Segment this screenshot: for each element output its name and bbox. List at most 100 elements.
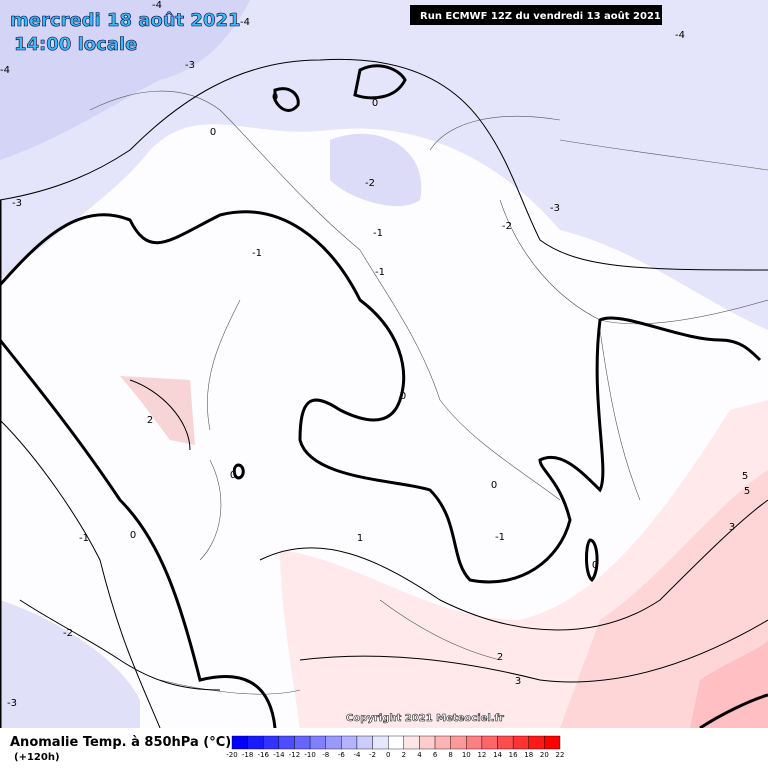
contour-label: -3 [12, 198, 22, 209]
colorbar-tick-label: -14 [273, 751, 285, 759]
contour [0, 58, 768, 271]
colorbar-tick-label: 14 [493, 751, 502, 759]
contour-label: 3 [515, 676, 521, 687]
contour-label: -3 [550, 203, 560, 214]
colorbar-tick-label: -6 [338, 751, 346, 759]
colorbar-box [419, 735, 436, 750]
zero-contour [232, 463, 245, 480]
zero-contour [353, 64, 407, 100]
colorbar-box [263, 735, 280, 750]
contour-label: -1 [79, 533, 89, 544]
run-box [410, 5, 662, 25]
colorbar-tick-label: 10 [462, 751, 471, 759]
contour-label: 0 [372, 98, 378, 109]
colorbar-box [497, 735, 514, 750]
colorbar-box [403, 735, 420, 750]
contour [299, 619, 768, 683]
colorbar-tick-label: 8 [448, 751, 452, 759]
colorbar-box [356, 735, 373, 750]
colorbar-tick-label: 12 [477, 751, 486, 759]
contour-labels: -4 -3 -4 -4 -4 0 0 0 -2 -3 -2 -3 -1 -1 -1 0 2 0 0 -1 0 1 0 -1 -2… [0, 0, 750, 709]
colorbar-box [387, 735, 405, 750]
run-info: Run ECMWF 12Z du vendredi 13 août 2021 [420, 10, 661, 22]
colorbar-box [450, 735, 467, 750]
contour [259, 499, 768, 631]
colorbar-box [512, 735, 529, 750]
contour-label: -1 [252, 248, 262, 259]
colorbar-box [341, 735, 358, 750]
warm-region [690, 640, 768, 728]
forecast-date: mercredi 18 août 2021 [10, 10, 241, 31]
contour-label: -4 [675, 30, 685, 41]
contour [0, 419, 161, 729]
zero-contour [0, 210, 762, 584]
colorbar-box [434, 735, 451, 750]
cool-region [0, 600, 140, 728]
colorbar-tick-label: 16 [509, 751, 518, 759]
colorbar-tick-label: -16 [258, 751, 270, 759]
contour-label: 0 [210, 127, 216, 138]
colorbar-tick-label: -4 [353, 751, 361, 759]
colorbar-tick-label: -18 [242, 751, 253, 759]
cold-region [330, 133, 422, 207]
contour-label: 3 [729, 522, 735, 533]
contour-label: -3 [185, 60, 195, 71]
colorbar-box [247, 735, 264, 750]
forecast-time: 14:00 locale [14, 34, 137, 55]
cool-region [0, 0, 768, 330]
colorbar-tick-label: -8 [322, 751, 329, 759]
contour-label: 0 [592, 560, 598, 571]
colorbar-tick-label: -12 [289, 751, 300, 759]
zero-contour [273, 87, 300, 112]
colorbar-tick-label: 22 [556, 751, 565, 759]
contour-label: 0 [130, 530, 136, 541]
contour-label: -4 [240, 17, 250, 28]
contour-label: 2 [147, 415, 153, 426]
colorbar-box [372, 735, 389, 750]
warm-region [120, 376, 195, 445]
contour-label: -1 [375, 267, 385, 278]
copyright: Copyright 2021 Meteociel.fr [346, 713, 504, 724]
contour-label: 5 [742, 471, 748, 482]
zero-contour [585, 538, 599, 583]
contour [19, 599, 221, 691]
contour-label: -4 [152, 0, 162, 11]
zero-contour [0, 200, 768, 730]
colorbar-box [466, 735, 483, 750]
colorbar-tick-label: 2 [402, 751, 406, 759]
colorbar-box [309, 735, 326, 750]
legend-title: Anomalie Temp. à 850hPa (°C) [10, 735, 231, 750]
contour-label: 0 [230, 470, 236, 481]
contour-label: -2 [63, 628, 73, 639]
colorbar-box [294, 735, 311, 750]
colorbar: -20 -18 -16 -14 -12 -10 -8 -6 -4 -2 0 2 4 6 8 10 12 14 16 1… [226, 735, 565, 759]
contour-label: 0 [272, 92, 278, 103]
colorbar-box [528, 735, 545, 750]
zero-contour [0, 339, 277, 729]
colorbar-box [325, 735, 342, 750]
contour-label: 0 [400, 391, 406, 402]
colorbar-box [231, 735, 248, 750]
contour-label: -4 [0, 65, 10, 76]
contour-label: -1 [373, 228, 383, 239]
colorbar-box [278, 735, 295, 750]
colorbar-tick-label: 6 [433, 751, 438, 759]
colorbar-box [481, 735, 498, 750]
colorbar-tick-label: 18 [524, 751, 533, 759]
colorbar-tick-label: -10 [304, 751, 315, 759]
colorbar-tick-label: 20 [540, 751, 549, 759]
contour [129, 379, 191, 451]
contour-label: -2 [365, 178, 375, 189]
colorbar-tick-label: 4 [417, 751, 422, 759]
contour-label: 1 [357, 533, 363, 544]
cold-region [0, 0, 250, 160]
contour-label: -2 [502, 221, 512, 232]
lead-time: (+120h) [14, 752, 60, 763]
colorbar-tick-label: -2 [369, 751, 376, 759]
contour-label: 0 [491, 480, 497, 491]
colorbar-box [544, 735, 561, 750]
contour-label: 5 [744, 486, 750, 497]
warm-region [560, 470, 768, 728]
